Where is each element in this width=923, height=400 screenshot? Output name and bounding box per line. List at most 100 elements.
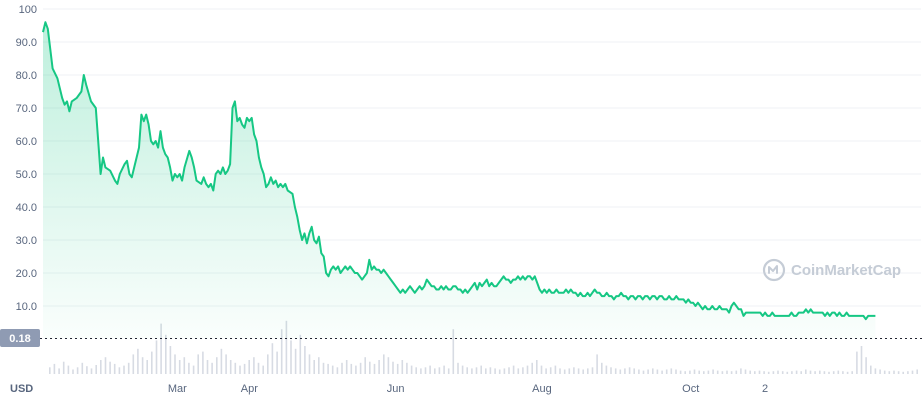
volume-bar	[197, 354, 199, 374]
volume-bar	[679, 370, 682, 374]
volume-bar	[299, 334, 302, 374]
volume-bar	[851, 371, 853, 374]
volume-bar	[591, 367, 594, 374]
volume-bar	[53, 363, 56, 374]
volume-bar	[837, 370, 840, 374]
volume-bar	[160, 323, 162, 374]
y-tick-label: 60.0	[16, 136, 37, 148]
volume-bar	[420, 368, 422, 374]
volume-bar	[791, 371, 793, 374]
volume-bar	[457, 362, 459, 374]
volume-bar	[327, 363, 329, 374]
volume-bar	[466, 367, 468, 374]
volume-bar	[800, 371, 802, 374]
volume-bar	[596, 354, 598, 374]
volume-bar	[856, 351, 858, 374]
y-tick-label: 10.0	[16, 301, 37, 313]
volume-bar	[888, 371, 891, 374]
watermark: CoinMarketCap	[762, 258, 901, 282]
y-tick-label: 80.0	[16, 70, 37, 82]
volume-bar	[137, 348, 139, 374]
price-line[interactable]	[42, 21, 876, 321]
volume-bar	[383, 354, 385, 374]
volume-bar	[726, 370, 728, 374]
volume-bar	[294, 348, 297, 374]
x-axis: Mar Apr Jun Aug Oct 2	[168, 383, 768, 395]
volume-bar	[665, 369, 668, 374]
volume-bar	[897, 371, 900, 374]
volume-bar	[786, 371, 789, 374]
volume-bar	[434, 368, 436, 374]
currency-label: USD	[10, 383, 33, 395]
watermark-text: CoinMarketCap	[791, 262, 901, 279]
volume-bar	[865, 357, 867, 374]
volume-bar	[883, 370, 886, 374]
volume-bar	[526, 365, 529, 374]
volume-bar	[563, 369, 566, 374]
volume-bar	[155, 340, 158, 374]
volume-bar	[461, 365, 464, 374]
x-tick-label: Aug	[532, 383, 552, 395]
volume-bar	[712, 369, 714, 374]
volume-bar	[341, 362, 343, 374]
volume-bar	[123, 365, 125, 374]
volume-bar	[100, 360, 102, 374]
volume-bar	[744, 369, 747, 374]
volume-bar	[127, 362, 130, 374]
y-tick-label: 40.0	[16, 202, 37, 214]
volume-bar	[318, 357, 320, 374]
volume-bar	[860, 346, 863, 374]
volume-bar	[220, 348, 223, 374]
volume-bar	[730, 371, 733, 374]
volume-bar	[512, 365, 515, 374]
coinmarketcap-logo-icon	[762, 258, 786, 282]
volume-bar	[225, 354, 227, 374]
volume-bar	[805, 369, 807, 374]
volume-bar	[874, 368, 877, 374]
volume-bar	[693, 369, 696, 374]
volume-bar	[387, 357, 390, 374]
volume-bar	[58, 368, 60, 374]
current-price-tag-bg	[0, 329, 40, 347]
volume-bar	[508, 367, 510, 374]
volume-bar	[95, 365, 97, 374]
volume-bar	[350, 363, 353, 374]
price-area-fill	[43, 22, 876, 339]
volume-bar	[443, 365, 445, 374]
volume-bar	[202, 351, 204, 374]
volume-bar	[178, 360, 181, 374]
volume-bar	[72, 369, 74, 374]
volume-bar	[619, 369, 622, 374]
volume-bar	[239, 365, 241, 374]
volume-bar	[257, 362, 260, 374]
volume-bar	[545, 368, 547, 374]
volume-bar	[814, 371, 816, 374]
volume-bar	[406, 362, 408, 374]
volume-bar	[767, 371, 770, 374]
y-tick-label: 90.0	[16, 37, 37, 49]
volume-bar	[141, 357, 144, 374]
volume-bar	[763, 371, 765, 374]
volume-bar	[290, 340, 292, 374]
volume-bar	[206, 360, 209, 374]
volume-bar	[879, 369, 881, 374]
volume-bar	[911, 370, 914, 374]
volume-bar	[438, 367, 441, 374]
volume-bar	[378, 360, 380, 374]
volume-bar	[540, 365, 543, 374]
volume-bar	[262, 365, 264, 374]
x-tick-label: Jun	[387, 383, 405, 395]
volume-bar	[146, 360, 148, 374]
volume-bar	[582, 369, 584, 374]
volume-bar	[276, 351, 278, 374]
volume-bar	[243, 363, 246, 374]
volume-bar	[211, 362, 213, 374]
volume-bar	[104, 357, 107, 374]
x-tick-label: Apr	[241, 383, 258, 395]
volume-bar	[471, 368, 473, 374]
volume-bar	[49, 367, 51, 374]
volume-bar	[781, 371, 784, 374]
volume-bar	[165, 334, 167, 374]
